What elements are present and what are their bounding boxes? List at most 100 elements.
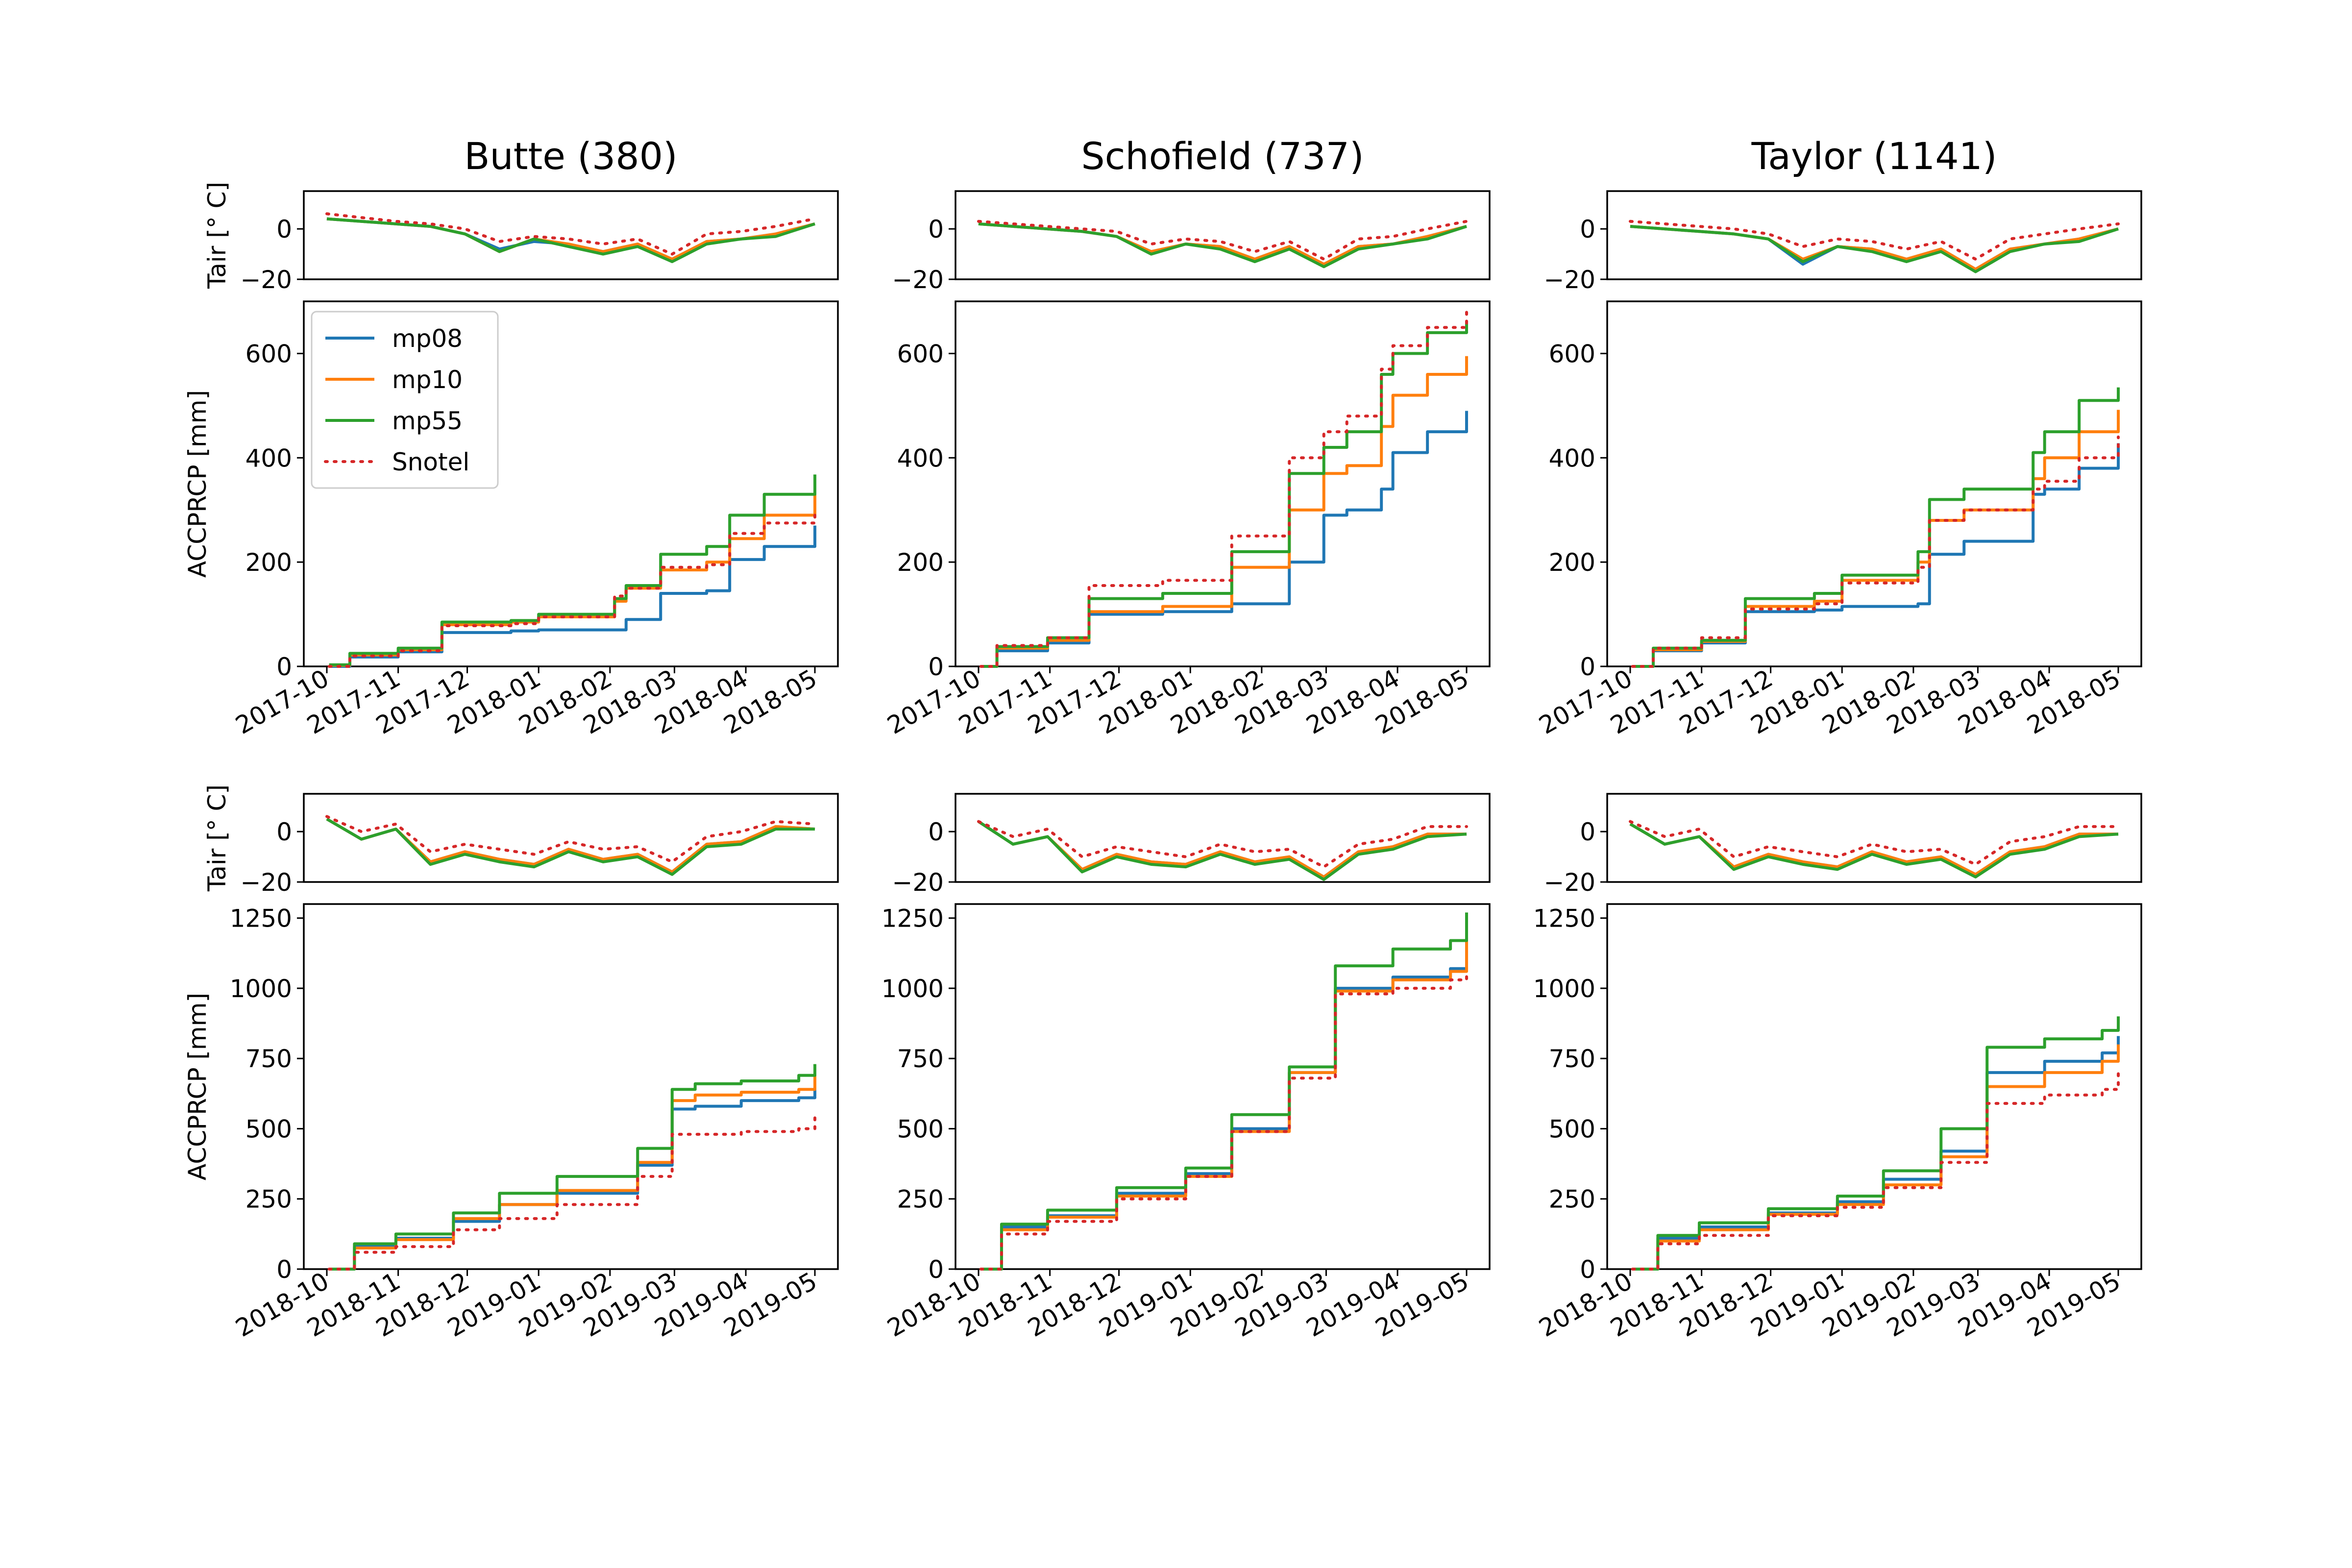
legend-frame xyxy=(311,311,499,489)
tair-axes-frame xyxy=(303,190,839,280)
tair-ytick-label: −20 xyxy=(892,266,944,294)
accprcp-line-mp55 xyxy=(980,912,1469,1271)
panel-title: Taylor (1141) xyxy=(1751,134,1997,178)
tair-axes-frame xyxy=(1606,190,2142,280)
accprcp-ytick-label: 600 xyxy=(897,340,944,368)
accprcp-axes-frame xyxy=(303,300,839,667)
accprcp-ytick-label: 0 xyxy=(276,653,292,681)
legend: mp08 mp10 mp55 Snotel xyxy=(311,311,499,489)
accprcp-ytick-label: 500 xyxy=(245,1115,292,1143)
accprcp-line-mp10 xyxy=(980,356,1469,668)
tair-ytick-label: −20 xyxy=(1544,266,1595,294)
tair-line-snotel xyxy=(977,820,1469,869)
accprcp-ytick-label: 750 xyxy=(897,1045,944,1073)
accprcp-line-snotel xyxy=(979,305,1469,668)
accprcp-ytick-label: 200 xyxy=(1549,548,1595,577)
tair-ytick-label: 0 xyxy=(928,215,944,244)
tair-ytick-label: −20 xyxy=(892,868,944,897)
accprcp-ytick-label: 1000 xyxy=(230,975,292,1003)
accprcp-line-mp55 xyxy=(980,321,1469,668)
accprcp-ytick-label: 0 xyxy=(928,1255,944,1284)
accprcp-line-snotel xyxy=(1631,1065,2120,1271)
accprcp-ytick-label: 600 xyxy=(245,340,292,368)
accprcp-axes-frame xyxy=(955,903,1491,1270)
accprcp-ytick-label: 0 xyxy=(1580,1255,1595,1284)
accprcp-line-mp55 xyxy=(1632,387,2120,668)
tair-axes-frame xyxy=(955,190,1491,280)
tair-line-snotel xyxy=(325,815,817,863)
accprcp-ytick-label: 400 xyxy=(897,444,944,472)
panel-3: Taylor (1141)0−2002004006002017-102017-1… xyxy=(1534,134,2142,740)
tair-line-mp55 xyxy=(326,217,815,263)
tair-ytick-label: −20 xyxy=(1544,868,1595,897)
accprcp-ytick-label: 1000 xyxy=(882,975,944,1003)
tair-ylabel: Tair [° C] xyxy=(203,182,231,289)
tair-ytick-label: 0 xyxy=(276,215,292,244)
tair-ytick-label: −20 xyxy=(240,266,292,294)
legend-label-mp10: mp10 xyxy=(392,366,463,394)
accprcp-line-mp08 xyxy=(329,525,817,668)
accprcp-line-snotel xyxy=(979,970,1469,1271)
tair-ytick-label: 0 xyxy=(1580,215,1595,244)
panel-5: 0−200250500750100012502018-102018-112018… xyxy=(882,793,1491,1343)
tair-line-snotel xyxy=(1628,220,2120,261)
accprcp-ytick-label: 0 xyxy=(1580,653,1595,681)
tair-ytick-label: 0 xyxy=(928,818,944,846)
accprcp-axes-frame xyxy=(955,300,1491,667)
tair-line-mp55 xyxy=(978,222,1467,269)
accprcp-ytick-label: 0 xyxy=(928,653,944,681)
panel-6: 0−200250500750100012502018-102018-112018… xyxy=(1533,793,2142,1343)
accprcp-ytick-label: 250 xyxy=(245,1185,292,1214)
accprcp-ytick-label: 250 xyxy=(1549,1185,1595,1214)
tair-axes-frame xyxy=(955,793,1491,883)
accprcp-ytick-label: 400 xyxy=(245,444,292,472)
accprcp-ytick-label: 400 xyxy=(1549,444,1595,472)
accprcp-line-snotel xyxy=(1631,435,2120,668)
accprcp-ytick-label: 1250 xyxy=(1533,905,1595,933)
accprcp-ytick-label: 600 xyxy=(1549,340,1595,368)
panel-title: Butte (380) xyxy=(464,134,677,178)
accprcp-ytick-label: 1250 xyxy=(882,905,944,933)
accprcp-ytick-label: 500 xyxy=(897,1115,944,1143)
panel-title: Schofield (737) xyxy=(1081,134,1364,178)
legend-label-mp55: mp55 xyxy=(392,407,463,435)
tair-line-snotel xyxy=(977,220,1469,261)
accprcp-ylabel: ACCPRCP [mm] xyxy=(183,390,212,578)
accprcp-ytick-label: 1000 xyxy=(1533,975,1595,1003)
tair-line-mp55 xyxy=(326,817,815,876)
legend-label-snotel: Snotel xyxy=(392,448,469,476)
tair-line-mp55 xyxy=(1629,823,2119,879)
accprcp-axes-frame xyxy=(303,903,839,1270)
tair-line-snotel xyxy=(1628,820,2120,866)
accprcp-ylabel: ACCPRCP [mm] xyxy=(183,993,212,1180)
tair-axes-frame xyxy=(303,793,839,883)
accprcp-ytick-label: 500 xyxy=(1549,1115,1595,1143)
accprcp-line-mp55 xyxy=(329,474,817,666)
tair-ytick-label: 0 xyxy=(1580,818,1595,846)
accprcp-axes-frame xyxy=(1606,903,2142,1270)
tair-ylabel: Tair [° C] xyxy=(203,784,231,892)
accprcp-line-mp08 xyxy=(980,411,1469,668)
accprcp-ytick-label: 200 xyxy=(897,548,944,577)
accprcp-axes-frame xyxy=(1606,300,2142,667)
legend-label-mp08: mp08 xyxy=(392,324,463,353)
accprcp-line-mp55 xyxy=(1632,1016,2120,1271)
tair-line-mp55 xyxy=(978,820,1467,881)
tair-ytick-label: −20 xyxy=(240,868,292,897)
accprcp-ytick-label: 1250 xyxy=(230,905,292,933)
panel-2: Schofield (737)0−2002004006002017-102017… xyxy=(882,134,1491,740)
tair-line-mp55 xyxy=(1630,225,2119,273)
accprcp-ytick-label: 250 xyxy=(897,1185,944,1214)
accprcp-line-snotel xyxy=(327,514,817,668)
tair-axes-frame xyxy=(1606,793,2142,883)
accprcp-ytick-label: 750 xyxy=(245,1045,292,1073)
accprcp-ytick-label: 0 xyxy=(276,1255,292,1284)
accprcp-line-mp55 xyxy=(329,1064,817,1271)
accprcp-line-mp10 xyxy=(980,940,1469,1271)
tair-ytick-label: 0 xyxy=(276,818,292,846)
accprcp-ytick-label: 750 xyxy=(1549,1045,1595,1073)
accprcp-ytick-label: 200 xyxy=(245,548,292,577)
